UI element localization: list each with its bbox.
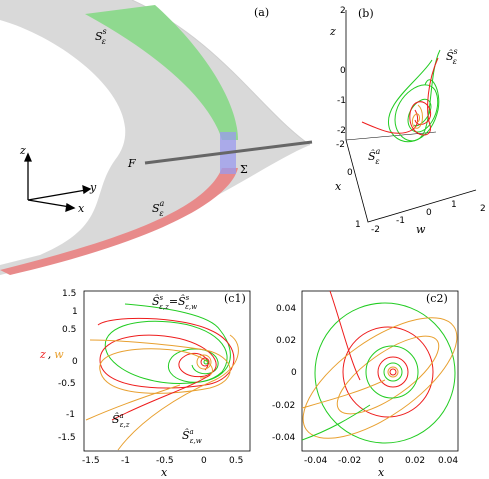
c2-y-tick-3: -0.02 xyxy=(272,401,295,411)
c2-y-tick-4: -0.04 xyxy=(272,433,296,443)
c1-y-tick-1: 1 xyxy=(72,307,78,317)
c1-y-tick-6: -1.5 xyxy=(58,433,76,443)
panel-a-tag: (a) xyxy=(254,6,269,19)
stable-manifold-label: Ss ε xyxy=(95,27,107,46)
b-z-tick-3: -2 xyxy=(337,126,346,136)
c2-x-tick-0: -0.04 xyxy=(304,456,328,466)
panel-c1: (c1) 1.5 1 0.5 0 -0.5 -1 -1.5 -1.5 -1 -0… xyxy=(39,289,251,479)
axes-triad xyxy=(24,152,92,212)
c2-x-tick-1: -0.02 xyxy=(338,456,361,466)
c2-y-tick-0: 0.04 xyxy=(276,304,296,314)
triad-z-label: z xyxy=(19,144,26,157)
c1-x-label: x xyxy=(161,466,168,479)
attracting-manifold-label: Sa ε xyxy=(152,199,165,218)
b-w-label: w xyxy=(416,223,426,236)
c2-x-label: x xyxy=(378,466,385,479)
c1-x-tick-4: 0.5 xyxy=(229,456,243,466)
b-w-tick-0: -2 xyxy=(371,225,380,235)
b-z-tick-0: 2 xyxy=(340,6,346,16)
b-attracting-label: Ŝa ε xyxy=(368,147,381,166)
c1-stable-label: Ŝs ε,z=Ŝs ε,w xyxy=(152,294,197,311)
c1-x-tick-3: 0 xyxy=(201,456,207,466)
b-x-label: x xyxy=(335,180,342,193)
c1-x-tick-0: -1.5 xyxy=(82,456,100,466)
b-w-tick-2: 0 xyxy=(426,208,432,218)
b-stable-label: Ŝs ε xyxy=(446,47,458,66)
b-z-tick-1: 0 xyxy=(340,66,346,76)
stable-slow-manifold-band xyxy=(85,5,238,140)
b-x-tick-2: 1 xyxy=(355,220,361,230)
attracting-slow-manifold-band xyxy=(0,168,238,275)
b-w-tick-4: 2 xyxy=(480,204,486,214)
panel-b-box xyxy=(345,10,477,223)
c1-x-tick-1: -1 xyxy=(121,456,130,466)
c1-y-tick-0: 1.5 xyxy=(62,289,76,299)
c1-y-tick-5: -1 xyxy=(66,410,75,420)
c2-y-tick-1: 0.02 xyxy=(276,336,296,346)
c1-attracting-z-label: Ŝa ε,z xyxy=(112,412,130,429)
c2-x-tick-2: 0 xyxy=(378,456,384,466)
fold-line xyxy=(144,140,313,165)
c1-x-tick-2: -0.5 xyxy=(156,456,174,466)
panel-b: (b) 2 0 -1 -2 z -2 0 1 x -2 -1 0 1 2 w Ŝ… xyxy=(329,6,486,236)
section-label: Σ xyxy=(240,163,248,176)
triad-x-label: x xyxy=(78,202,85,215)
b-z-tick-2: -1 xyxy=(337,96,346,106)
panel-a: (a) Ss ε Sa ε F Σ z y x xyxy=(0,0,313,275)
fold-label: F xyxy=(127,157,136,170)
c2-plot-frame xyxy=(301,290,459,452)
c1-y-tick-2: 0.5 xyxy=(62,325,76,335)
triad-y-label: y xyxy=(89,181,97,194)
c1-plot-frame xyxy=(83,290,251,452)
b-z-label: z xyxy=(329,25,336,38)
b-trajectories xyxy=(361,49,441,143)
c1-tag: (c1) xyxy=(224,292,246,305)
c1-y-tick-3: 0 xyxy=(72,357,78,367)
inner-sheet-cutout xyxy=(0,20,126,265)
b-x-tick-1: 0 xyxy=(347,168,353,178)
c2-tag: (c2) xyxy=(426,292,448,305)
b-w-tick-1: -1 xyxy=(396,216,405,226)
c1-trajectories xyxy=(85,303,239,451)
b-w-tick-3: 1 xyxy=(451,200,457,210)
panel-c2: (c2) 0.04 0.02 0 -0.02 -0.04 -0.04 -0.02… xyxy=(272,290,459,479)
c2-trajectories xyxy=(302,291,458,444)
c2-x-tick-3: 0.02 xyxy=(405,456,425,466)
c2-x-tick-4: 0.04 xyxy=(438,456,458,466)
b-x-tick-0: -2 xyxy=(336,140,345,150)
c1-attracting-w-label: Ŝa ε,w xyxy=(182,428,202,445)
panel-b-tag: (b) xyxy=(358,7,374,20)
c1-y-label: z,w xyxy=(39,348,64,361)
c2-y-tick-2: 0 xyxy=(291,368,297,378)
c1-y-tick-4: -0.5 xyxy=(58,379,76,389)
